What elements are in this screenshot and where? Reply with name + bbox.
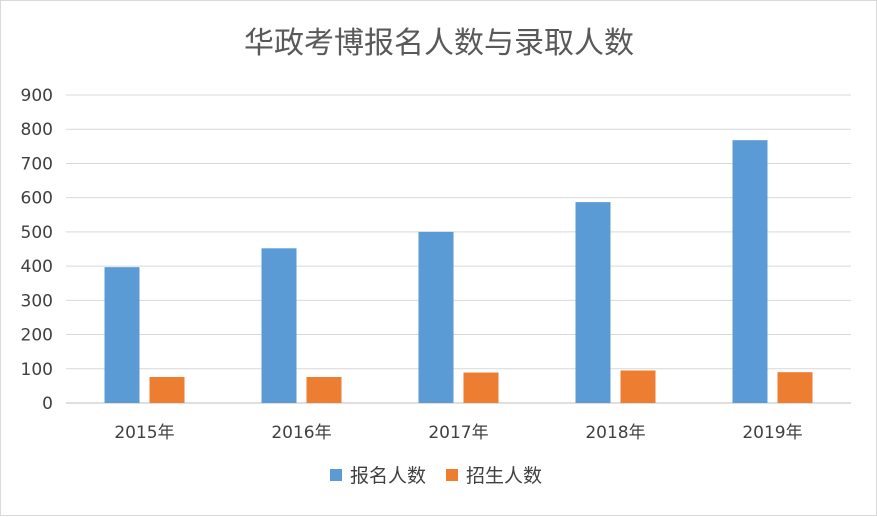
bar-applicants-0 [104,267,140,403]
y-tick-label: 100 [21,360,53,380]
y-axis-ticks: 0 100 200 300 400 500 600 700 800 900 [21,86,53,414]
y-tick-label: 400 [21,257,53,277]
y-tick-label: 500 [21,223,53,243]
bar-admitted-4 [777,372,813,403]
x-tick-label: 2016年 [271,423,331,443]
bar-applicants-2 [418,231,454,403]
bar-admitted-0 [149,376,185,403]
x-tick-label: 2019年 [742,423,802,443]
bar-applicants-4 [732,140,768,403]
bars [104,140,813,403]
y-tick-label: 700 [21,154,53,174]
gridlines [66,94,851,404]
legend: 报名人数 招生人数 [330,465,542,487]
bar-applicants-3 [575,202,611,403]
legend-swatch-0 [330,469,342,481]
legend-swatch-1 [446,469,458,481]
legend-label-1: 招生人数 [466,465,542,487]
bar-admitted-3 [620,370,656,403]
x-axis-ticks: 2015年 2016年 2017年 2018年 2019年 [114,423,802,443]
x-tick-label: 2015年 [114,423,174,443]
x-tick-label: 2018年 [585,423,645,443]
bar-applicants-1 [261,248,297,403]
bar-admitted-2 [463,372,499,403]
y-tick-label: 600 [21,189,53,209]
y-tick-label: 900 [21,86,53,106]
bar-admitted-1 [306,376,342,403]
y-tick-label: 200 [21,326,53,346]
legend-label-0: 报名人数 [350,465,426,487]
y-tick-label: 0 [42,394,53,414]
chart-title: 华政考博报名人数与录取人数 [244,26,634,61]
x-tick-label: 2017年 [428,423,488,443]
y-tick-label: 800 [21,120,53,140]
y-tick-label: 300 [21,291,53,311]
